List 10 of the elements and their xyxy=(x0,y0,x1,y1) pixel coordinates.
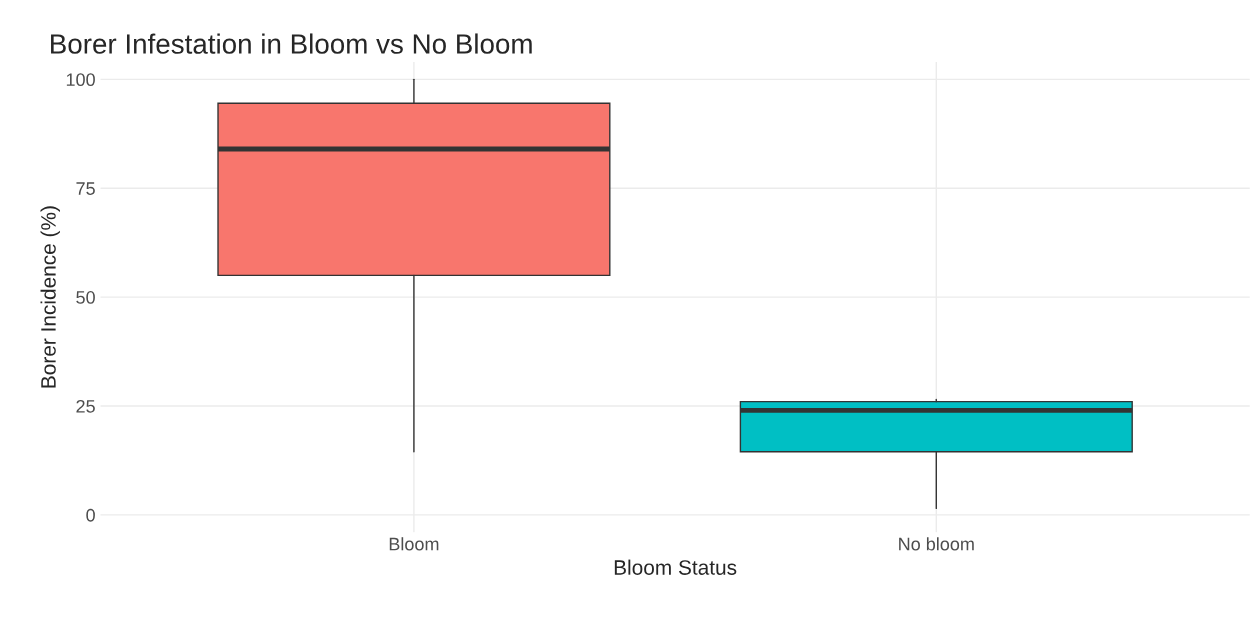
y-axis-title: Borer Incidence (%) xyxy=(40,206,60,388)
chart-title: Borer Infestation in Bloom vs No Bloom xyxy=(51,33,532,54)
x-tick-label: No bloom xyxy=(899,537,974,551)
y-tick-label: 100 xyxy=(66,73,95,87)
y-tick-label: 25 xyxy=(76,399,95,413)
y-tick-label: 75 xyxy=(76,182,95,195)
y-tick-label: 0 xyxy=(86,508,95,522)
x-axis-title: Bloom Status xyxy=(614,559,737,575)
x-tick-label: Bloom xyxy=(389,537,439,551)
y-tick-label: 50 xyxy=(76,291,95,304)
